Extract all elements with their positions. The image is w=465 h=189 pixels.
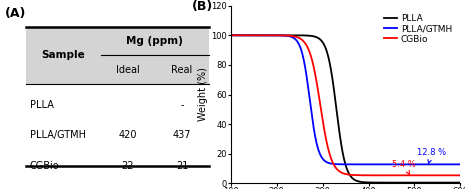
Text: -: - — [180, 100, 184, 110]
Text: 21: 21 — [176, 161, 188, 170]
PLLA — [321, 43, 326, 45]
Text: Ideal: Ideal — [116, 65, 140, 75]
Bar — [26, 27, 209, 84]
Text: Real: Real — [172, 65, 193, 75]
Text: PLLA/GTMH: PLLA/GTMH — [30, 130, 86, 140]
Text: PLLA: PLLA — [30, 100, 53, 110]
CGBio — [252, 34, 257, 36]
PLLA/GTMH — [329, 163, 335, 165]
PLLA — [385, 181, 391, 184]
PLLA/GTMH — [407, 163, 412, 166]
PLLA — [411, 181, 417, 184]
Text: 5.4 %: 5.4 % — [392, 160, 416, 174]
PLLA — [458, 181, 463, 184]
PLLA — [329, 74, 335, 77]
CGBio — [228, 34, 233, 36]
Text: 437: 437 — [173, 130, 191, 140]
Text: 12.8 %: 12.8 % — [417, 148, 446, 163]
PLLA/GTMH — [228, 34, 233, 36]
PLLA/GTMH — [321, 159, 326, 161]
PLLA/GTMH — [385, 163, 391, 166]
PLLA/GTMH — [252, 34, 257, 36]
PLLA — [228, 34, 233, 36]
PLLA/GTMH — [411, 163, 417, 166]
CGBio — [385, 174, 391, 177]
PLLA — [252, 34, 257, 36]
Y-axis label: Weight (%): Weight (%) — [198, 67, 208, 122]
PLLA — [407, 181, 412, 184]
CGBio — [329, 160, 335, 162]
Text: 22: 22 — [121, 161, 134, 170]
Text: (B): (B) — [192, 0, 213, 13]
Line: CGBio: CGBio — [231, 35, 460, 175]
Text: (A): (A) — [5, 7, 26, 20]
CGBio — [458, 174, 463, 177]
PLLA/GTMH — [458, 163, 463, 166]
CGBio — [407, 174, 412, 177]
Line: PLLA: PLLA — [231, 35, 460, 183]
Text: Mg (ppm): Mg (ppm) — [126, 36, 183, 46]
Text: Sample: Sample — [41, 50, 85, 60]
Line: PLLA/GTMH: PLLA/GTMH — [231, 35, 460, 164]
PLLA/GTMH — [458, 163, 463, 166]
Text: CGBio: CGBio — [30, 161, 60, 170]
Legend: PLLA, PLLA/GTMH, CGBio: PLLA, PLLA/GTMH, CGBio — [380, 10, 456, 47]
CGBio — [321, 125, 326, 127]
CGBio — [411, 174, 417, 177]
Text: 420: 420 — [119, 130, 137, 140]
